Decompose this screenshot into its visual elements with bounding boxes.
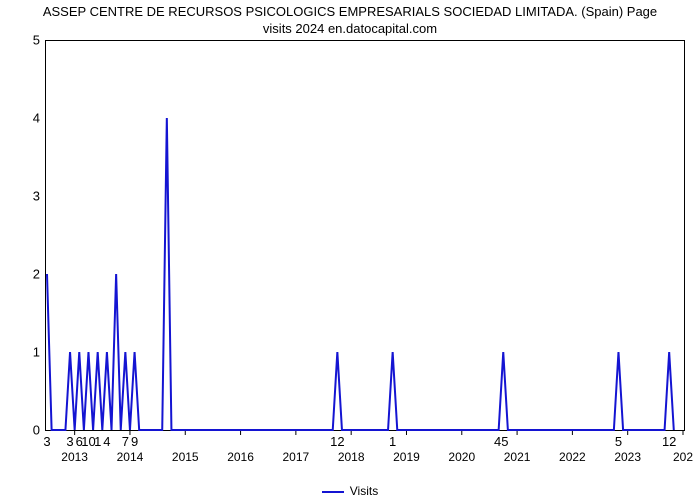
data-point-label: 45	[494, 434, 508, 449]
y-tick-label: 1	[0, 345, 40, 360]
x-year-label: 2014	[117, 450, 144, 464]
y-tick-label: 5	[0, 33, 40, 48]
x-year-label: 2013	[61, 450, 88, 464]
legend-label: Visits	[350, 484, 378, 498]
x-year-label: 2017	[283, 450, 310, 464]
x-year-label: 2021	[504, 450, 531, 464]
data-point-label: 7	[122, 434, 129, 449]
axes-box	[46, 41, 685, 431]
x-year-label: 2019	[393, 450, 420, 464]
data-point-label: 5	[615, 434, 622, 449]
data-point-label: 1	[389, 434, 396, 449]
data-point-label: 12	[330, 434, 344, 449]
data-point-label: 1	[94, 434, 101, 449]
data-point-label: 3	[66, 434, 73, 449]
x-year-label: 2020	[448, 450, 475, 464]
y-tick-label: 3	[0, 189, 40, 204]
x-year-label: 2015	[172, 450, 199, 464]
chart-svg	[45, 40, 685, 460]
x-year-label: 2016	[227, 450, 254, 464]
data-point-label: 12	[662, 434, 676, 449]
legend: Visits	[0, 484, 700, 498]
x-year-label: 2022	[559, 450, 586, 464]
chart-title: ASSEP CENTRE DE RECURSOS PSICOLOGICS EMP…	[0, 4, 700, 38]
data-point-label: 9	[131, 434, 138, 449]
y-tick-label: 0	[0, 423, 40, 438]
y-tick-label: 2	[0, 267, 40, 282]
data-point-label: 3	[43, 434, 50, 449]
y-tick-label: 4	[0, 111, 40, 126]
legend-swatch	[322, 491, 344, 493]
chart-container: ASSEP CENTRE DE RECURSOS PSICOLOGICS EMP…	[0, 0, 700, 500]
plot-area	[45, 40, 685, 460]
visits-line	[47, 118, 674, 430]
data-point-label: 4	[103, 434, 110, 449]
x-year-label: 2023	[614, 450, 641, 464]
x-year-label: 2018	[338, 450, 365, 464]
x-year-label: 202	[673, 450, 693, 464]
